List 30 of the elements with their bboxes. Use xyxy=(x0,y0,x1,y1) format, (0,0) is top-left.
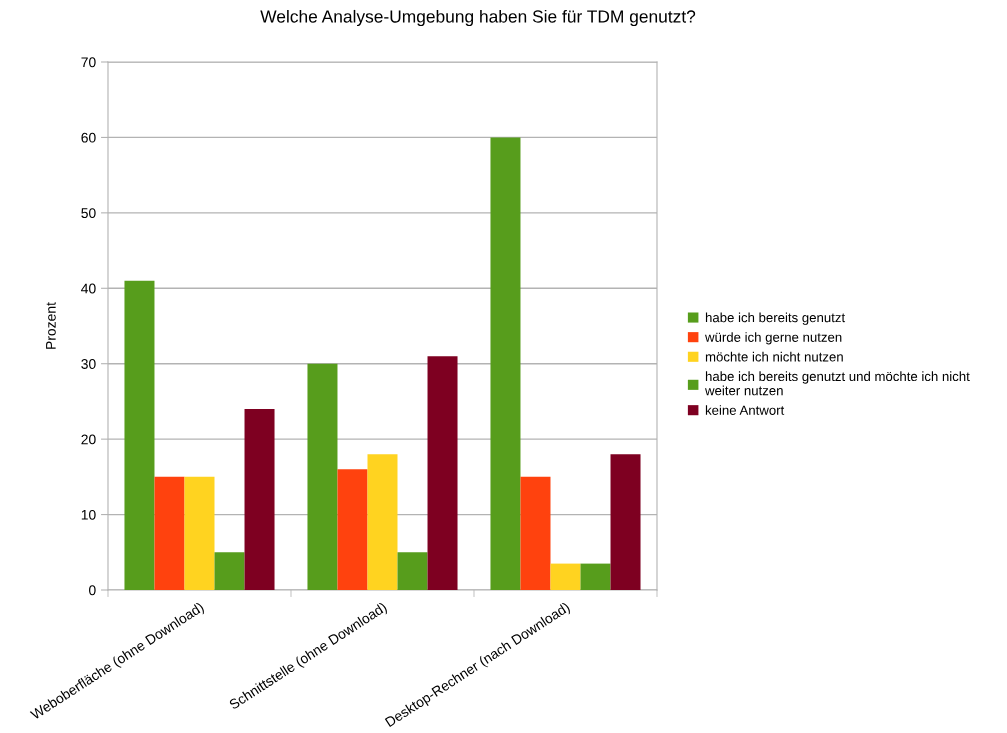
bar xyxy=(214,552,245,590)
y-axis-title: Prozent xyxy=(46,302,56,349)
y-tick-label: 50 xyxy=(81,208,96,219)
bar xyxy=(154,476,185,590)
y-tick-label: 10 xyxy=(81,509,96,520)
legend-label: würde ich gerne nutzen xyxy=(705,332,842,345)
legend-label: habe ich bereits genutzt xyxy=(705,312,846,325)
bar xyxy=(307,363,338,590)
legend-label: habe ich bereits genutzt und möchte ich nicht weiter nutzen xyxy=(705,371,970,396)
bar xyxy=(427,356,458,590)
chart-title: Welche Analyse-Umgebung haben Sie für TDM genutzt? xyxy=(260,9,696,27)
bar xyxy=(367,454,398,590)
bar xyxy=(550,563,581,590)
bar xyxy=(184,476,215,590)
y-tick-label: 30 xyxy=(81,359,96,369)
bar xyxy=(397,552,428,590)
legend-label: keine Antwort xyxy=(705,405,785,415)
bar xyxy=(337,469,368,590)
bar xyxy=(124,280,155,590)
bar xyxy=(580,563,611,590)
legend-label: möchte ich nicht nutzen xyxy=(705,351,843,362)
bar xyxy=(610,454,641,590)
y-tick-label: 60 xyxy=(81,132,96,143)
y-tick-label: 70 xyxy=(81,57,96,68)
bar xyxy=(520,476,551,590)
bar xyxy=(490,137,521,590)
y-tick-label: 40 xyxy=(81,283,96,294)
y-tick-label: 20 xyxy=(81,434,96,445)
y-tick-label: 0 xyxy=(89,585,96,596)
bar xyxy=(244,408,275,590)
